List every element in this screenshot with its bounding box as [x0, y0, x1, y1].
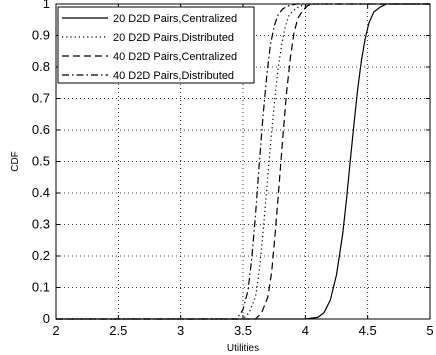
x-tick-label: 4.5 — [359, 323, 377, 338]
x-axis-label: Utilities — [227, 343, 259, 354]
legend-label-1: 20 D2D Pairs,Centralized — [113, 13, 237, 25]
legend: 20 D2D Pairs,Centralized 20 D2D Pairs,Dis… — [57, 6, 255, 84]
y-tick-label: 1 — [43, 0, 50, 11]
series-line-4 — [56, 3, 430, 320]
x-tick-label: 3 — [177, 323, 184, 338]
y-tick-label: 0.3 — [32, 217, 50, 232]
x-tick-label: 2.5 — [109, 323, 127, 338]
axis-ticks: 2 2.5 3 3.5 4 4.5 5 0 0.1 0.2 0.3 0.4 0.5 0.6 0.7 0.8 0.… — [32, 0, 434, 338]
y-axis-label: CDF — [10, 151, 21, 172]
series-line-2 — [56, 3, 430, 320]
y-tick-label: 0.6 — [32, 122, 50, 137]
x-tick-label: 5 — [426, 323, 433, 338]
legend-label-4: 40 D2D Pairs,Distributed — [113, 70, 234, 82]
y-tick-label: 0.2 — [32, 248, 50, 263]
y-tick-label: 0.4 — [32, 185, 50, 200]
x-tick-label: 3.5 — [234, 323, 252, 338]
x-tick-label: 4 — [302, 323, 309, 338]
y-tick-label: 0.8 — [32, 59, 50, 74]
y-tick-label: 0.9 — [32, 28, 50, 43]
x-tick-label: 2 — [52, 323, 59, 338]
legend-label-3: 40 D2D Pairs,Centralized — [113, 51, 237, 63]
series-line-1 — [56, 3, 430, 320]
legend-box — [57, 6, 255, 84]
y-tick-label: 0.1 — [32, 280, 50, 295]
legend-label-2: 20 D2D Pairs,Distributed — [113, 32, 234, 44]
y-tick-label: 0.7 — [32, 91, 50, 106]
y-tick-label: 0.5 — [32, 154, 50, 169]
y-tick-label: 0 — [43, 311, 50, 326]
